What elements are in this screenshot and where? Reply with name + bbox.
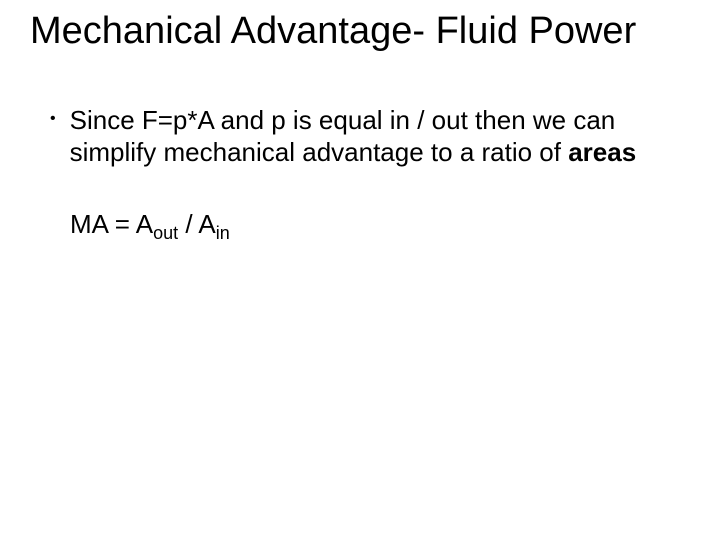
- formula-sub-in: in: [216, 223, 230, 243]
- bullet-text-bold: areas: [568, 137, 636, 167]
- slide: Mechanical Advantage- Fluid Power • Sinc…: [0, 0, 720, 540]
- bullet-text: Since F=p*A and p is equal in / out then…: [70, 104, 690, 169]
- formula: MA = Aout / Ain: [70, 209, 690, 244]
- formula-mid: / A: [178, 209, 216, 239]
- formula-prefix: MA = A: [70, 209, 153, 239]
- slide-title: Mechanical Advantage- Fluid Power: [30, 10, 690, 54]
- bullet-item: • Since F=p*A and p is equal in / out th…: [50, 104, 690, 169]
- bullet-text-main: Since F=p*A and p is equal in / out then…: [70, 105, 616, 168]
- formula-sub-out: out: [153, 223, 178, 243]
- bullet-marker: •: [50, 104, 56, 134]
